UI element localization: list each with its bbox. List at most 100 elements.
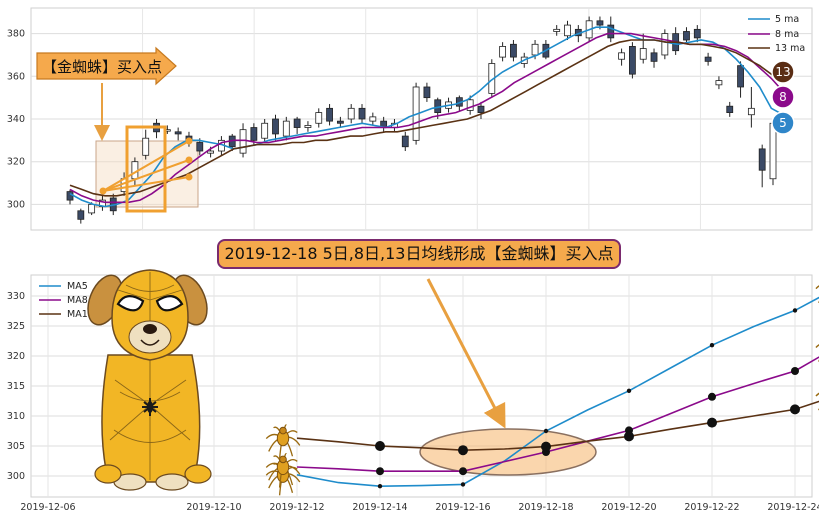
top-y-tick-labels: 300 320 340 360 380 xyxy=(7,29,25,211)
legend-MA8: MA8 xyxy=(67,295,88,306)
candle-body xyxy=(174,131,182,135)
candle-body xyxy=(304,125,312,128)
candle-body xyxy=(239,129,247,154)
badge-5-circle xyxy=(771,111,795,135)
candle-body xyxy=(639,48,647,60)
bottom-y-tick-label: 325 xyxy=(7,321,25,332)
top-chart: 300 320 340 360 380 【金蜘蛛】买入点 5 ma 8 ma 13 ma xyxy=(7,7,813,231)
bottom-point-MA8 xyxy=(376,467,384,476)
bottom-point-MA5 xyxy=(543,428,549,434)
spider-dot xyxy=(185,156,193,164)
candle-body xyxy=(607,24,615,39)
candle-body xyxy=(531,43,539,56)
dog-foot-left xyxy=(94,464,122,484)
candle-body xyxy=(629,46,636,75)
callout-arrow-shape xyxy=(36,46,177,86)
bottom-x-tick-label: 2019-12-14 xyxy=(352,502,407,513)
dog-nose xyxy=(143,324,157,334)
candle-body xyxy=(77,210,85,220)
bottom-ma-lines xyxy=(296,296,819,489)
bottom-point-MA13 xyxy=(541,441,551,452)
candle-body xyxy=(737,65,744,88)
candle-body xyxy=(401,135,409,148)
spider-dog-illustration xyxy=(87,269,212,491)
bottom-line-MA13 xyxy=(296,400,819,452)
dog-foot-right xyxy=(184,464,212,484)
dog-mask-web-lines xyxy=(117,272,183,330)
golden-spider-annotation xyxy=(99,125,193,213)
bottom-y-tick-label: 310 xyxy=(7,411,25,422)
bottom-point-MA5 xyxy=(626,388,632,393)
bottom-point-MA13 xyxy=(458,445,468,456)
golden-spider-icon xyxy=(815,344,819,362)
candle-body xyxy=(758,148,766,171)
candle-body xyxy=(683,31,690,41)
headline-callout: 2019-12-18 5日,8日,13日均线形成【金蜘蛛】买入点 xyxy=(217,239,621,269)
dog-paw-right xyxy=(155,473,189,491)
badge-13-circle xyxy=(771,60,795,84)
golden-spider-icon xyxy=(265,453,301,488)
bottom-x-tick-label: 2019-12-06 xyxy=(20,502,75,513)
golden-spider-ray-2 xyxy=(102,159,190,192)
candle-body xyxy=(326,107,333,122)
top-line-13-ma xyxy=(69,39,784,197)
candle-body xyxy=(510,43,517,58)
bottom-y-tick-label: 300 xyxy=(7,471,25,482)
bottom-point-MA13 xyxy=(624,431,634,442)
candle-body xyxy=(347,107,355,120)
golden-spider-icon xyxy=(815,285,819,303)
bottom-x-tick-label: 2019-12-12 xyxy=(269,502,324,513)
candle-body xyxy=(715,80,723,86)
candle-body xyxy=(477,105,485,113)
spider-dot xyxy=(185,137,193,145)
dog-body xyxy=(101,354,201,483)
bottom-legend: MA5 MA8 MA13 xyxy=(39,281,94,320)
badge-5: 5 xyxy=(779,116,787,130)
bottom-point-MA8 xyxy=(459,467,467,476)
candle-body xyxy=(250,127,258,141)
candle-body xyxy=(726,105,734,113)
legend-8ma: 8 ma xyxy=(775,29,799,40)
bottom-point-MA8 xyxy=(791,367,799,375)
ma-badges: 13 8 5 xyxy=(771,60,795,135)
bottom-line-MA8 xyxy=(296,356,819,473)
bottom-point-MA13 xyxy=(375,441,385,451)
candle-body xyxy=(261,122,269,139)
dog-eye-right xyxy=(155,295,184,312)
candle-body xyxy=(66,191,74,201)
bottom-x-tick-label: 2019-12-18 xyxy=(518,502,573,513)
candle-body xyxy=(693,28,701,39)
bottom-point-MA5 xyxy=(792,308,798,313)
bottom-line-MA5 xyxy=(296,296,819,488)
candle-body xyxy=(336,120,344,124)
candle-body xyxy=(466,99,474,111)
candle-body xyxy=(315,112,323,124)
top-y-tick-label: 360 xyxy=(7,71,25,82)
bottom-y-tick-label: 305 xyxy=(7,441,25,452)
legend-13ma: 13 ma xyxy=(775,43,805,54)
badge-8: 8 xyxy=(779,90,787,104)
top-line-8-ma xyxy=(69,32,784,204)
candle-body xyxy=(423,86,431,99)
golden-spider-icon xyxy=(815,392,819,411)
spider-dot xyxy=(99,187,107,195)
candle-body xyxy=(596,20,604,26)
spider-icons xyxy=(265,285,819,496)
candle-body xyxy=(564,24,571,37)
bottom-x-tick-label: 2019-12-22 xyxy=(684,502,739,513)
dog-body-web-lines xyxy=(109,360,191,480)
candle-body xyxy=(282,120,290,137)
badge-8-circle xyxy=(771,85,795,109)
legend-MA5: MA5 xyxy=(67,281,88,292)
candle-body xyxy=(293,118,301,128)
bottom-point-MA13 xyxy=(707,417,717,428)
bottom-point-MA5 xyxy=(377,484,383,489)
headline-box xyxy=(217,239,621,269)
spider-dot xyxy=(185,173,193,181)
candle-body xyxy=(499,46,507,58)
dog-mouth xyxy=(140,339,160,346)
headline-text: 2019-12-18 5日,8日,13日均线形成【金蜘蛛】买入点 xyxy=(225,244,614,263)
bottom-x-tick-labels: 2019-12-06 2019-12-10 2019-12-12 2019-12-14… xyxy=(20,502,819,513)
candle-body xyxy=(704,56,712,62)
